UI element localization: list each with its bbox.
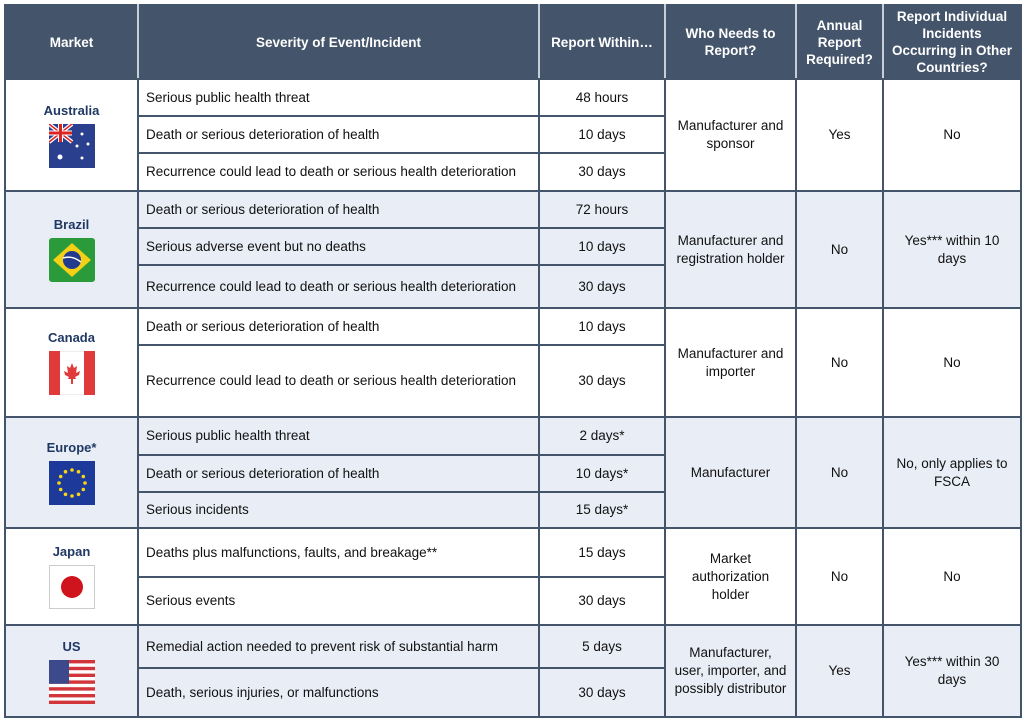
severity-cell: Serious events: [137, 576, 540, 626]
annual-cell: No: [795, 527, 884, 626]
table-row: Japan Deaths plus malfunctions, faults, a…: [4, 527, 1022, 626]
severity-cell: Death or serious deterioration of health: [137, 454, 540, 493]
report-within-cell: 30 days: [538, 576, 666, 626]
table-row: Canada Death or serious deterioration of …: [4, 307, 1022, 418]
table-row: Brazil Death or serious deterioration of …: [4, 190, 1022, 309]
header-row: Market Severity of Event/Incident Report…: [4, 4, 1022, 80]
report-within-cell: 10 days*: [538, 454, 666, 493]
table-row: Australia Serious public health threat 48 …: [4, 78, 1022, 192]
severity-cell: Death or serious deterioration of health: [137, 115, 540, 154]
severity-cell: Death or serious deterioration of health: [137, 307, 540, 346]
brazil-flag-icon: [13, 238, 130, 282]
table-row: Serious events 30 days: [5, 576, 1021, 626]
table-row: Recurrence could lead to death or seriou…: [5, 344, 1021, 418]
report-within-cell: 15 days: [538, 527, 666, 578]
report-within-cell: 30 days: [538, 264, 666, 309]
market-name: Europe*: [46, 440, 97, 455]
header-who: Who Needs to Report?: [664, 4, 797, 80]
header-market: Market: [4, 4, 139, 80]
other-countries-cell: No: [882, 307, 1022, 418]
australia-flag-icon: [13, 123, 130, 168]
severity-cell: Death or serious deterioration of health: [137, 190, 540, 229]
severity-cell: Death, serious injuries, or malfunctions: [137, 667, 540, 718]
market-cell: Europe*: [4, 416, 139, 529]
report-within-cell: 10 days: [538, 227, 666, 266]
severity-cell: Recurrence could lead to death or seriou…: [137, 152, 540, 192]
who-cell: Manufacturer and sponsor: [664, 78, 797, 192]
market-cell: Canada: [4, 307, 139, 418]
who-cell: Manufacturer, user, importer, and possib…: [664, 624, 797, 718]
other-countries-cell: No: [882, 78, 1022, 192]
other-countries-cell: No, only applies to FSCA: [882, 416, 1022, 529]
market-cell: Brazil: [4, 190, 139, 309]
market-name: Brazil: [53, 217, 90, 232]
annual-cell: No: [795, 416, 884, 529]
annual-cell: Yes: [795, 624, 884, 718]
table-row: Serious adverse event but no deaths 10 da…: [5, 227, 1021, 266]
other-countries-cell: Yes*** within 30 days: [882, 624, 1022, 718]
report-within-cell: 30 days: [538, 667, 666, 718]
header-annual: Annual Report Required?: [795, 4, 884, 80]
annual-cell: No: [795, 190, 884, 309]
report-within-cell: 72 hours: [538, 190, 666, 229]
other-countries-cell: Yes*** within 10 days: [882, 190, 1022, 309]
who-cell: Manufacturer: [664, 416, 797, 529]
table-row: Serious incidents 15 days*: [5, 491, 1021, 529]
who-cell: Market authorization holder: [664, 527, 797, 626]
who-cell: Manufacturer and importer: [664, 307, 797, 418]
report-within-cell: 10 days: [538, 307, 666, 346]
severity-cell: Recurrence could lead to death or seriou…: [137, 264, 540, 309]
annual-cell: Yes: [795, 78, 884, 192]
report-within-cell: 30 days: [538, 152, 666, 192]
table-row: Death or serious deterioration of health…: [5, 115, 1021, 154]
severity-cell: Serious public health threat: [137, 78, 540, 117]
market-name: US: [62, 638, 81, 654]
market-cell: Australia: [4, 78, 139, 192]
table-row: Death or serious deterioration of health…: [5, 454, 1021, 493]
market-name: Australia: [43, 102, 100, 118]
report-within-cell: 15 days*: [538, 491, 666, 529]
table-row: Recurrence could lead to death or seriou…: [5, 264, 1021, 309]
header-severity: Severity of Event/Incident: [137, 4, 540, 80]
severity-cell: Deaths plus malfunctions, faults, and br…: [137, 527, 540, 578]
report-within-cell: 5 days: [538, 624, 666, 669]
report-within-cell: 10 days: [538, 115, 666, 154]
severity-cell: Serious incidents: [137, 491, 540, 529]
market-cell: US: [4, 624, 139, 718]
annual-cell: No: [795, 307, 884, 418]
market-name: Japan: [52, 544, 91, 559]
report-within-cell: 30 days: [538, 344, 666, 418]
table-row: Death, serious injuries, or malfunctions…: [5, 667, 1021, 718]
severity-cell: Recurrence could lead to death or seriou…: [137, 344, 540, 418]
table-row: US Remedial action needed to prevent risk…: [4, 624, 1022, 718]
table-row: Europe* Serious public health threat 2 day…: [4, 416, 1022, 529]
eu-flag-icon: [13, 461, 130, 505]
market-name: Canada: [48, 330, 95, 345]
table-row: Recurrence could lead to death or seriou…: [5, 152, 1021, 192]
reporting-requirements-table: Market Severity of Event/Incident Report…: [4, 4, 1022, 718]
severity-cell: Serious adverse event but no deaths: [137, 227, 540, 266]
who-cell: Manufacturer and registration holder: [664, 190, 797, 309]
severity-cell: Remedial action needed to prevent risk o…: [137, 624, 540, 669]
canada-flag-icon: [13, 351, 130, 395]
report-within-cell: 48 hours: [538, 78, 666, 117]
header-other-countries: Report Individual Incidents Occurring in…: [882, 4, 1022, 80]
severity-cell: Serious public health threat: [137, 416, 540, 456]
header-report-within: Report Within…: [538, 4, 666, 80]
us-flag-icon: [13, 659, 130, 704]
market-cell: Japan: [4, 527, 139, 626]
report-within-cell: 2 days*: [538, 416, 666, 456]
japan-flag-icon: [13, 565, 130, 609]
other-countries-cell: No: [882, 527, 1022, 626]
